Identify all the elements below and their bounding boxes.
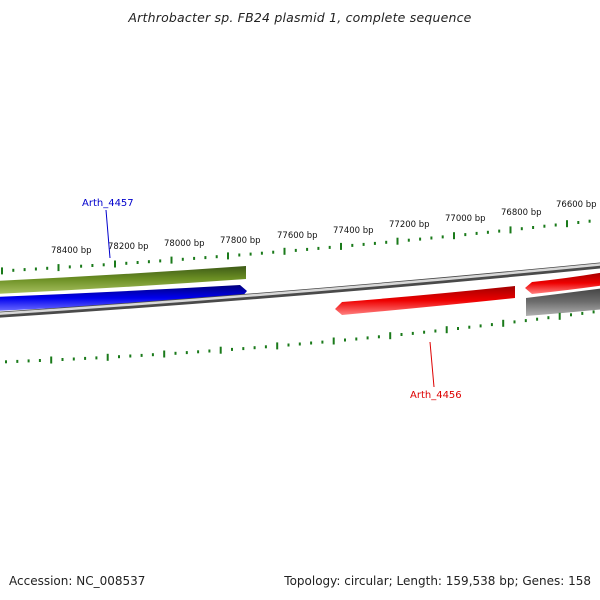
tick-label-76600: 76600 bp — [556, 200, 597, 210]
tick-label-77000: 77000 bp — [445, 214, 486, 224]
tick-label-78200: 78200 bp — [108, 242, 149, 252]
grey-feature-arrow[interactable] — [526, 288, 600, 316]
accession-text: Accession: NC_008537 — [9, 574, 146, 588]
tick-label-77400: 77400 bp — [333, 226, 374, 236]
topology-summary-text: Topology: circular; Length: 159,538 bp; … — [284, 574, 591, 588]
tick-label-78000: 78000 bp — [164, 239, 205, 249]
sequence-backbone-highlight — [0, 263, 600, 315]
green-feature-arrow[interactable] — [0, 266, 246, 294]
inner-tick-ruler — [5, 310, 595, 364]
arth-4456-leader-line — [429, 341, 435, 388]
tick-label-78400: 78400 bp — [51, 246, 92, 256]
tick-label-77600: 77600 bp — [277, 231, 318, 241]
gene-label-arth-4457: Arth_4457 — [82, 198, 134, 209]
red-feature-arrow-left[interactable] — [335, 286, 515, 315]
map-title: Arthrobacter sp. FB24 plasmid 1, complet… — [128, 10, 472, 25]
arth-4457-leader-line — [105, 209, 111, 259]
blue-feature-arrow[interactable] — [0, 285, 247, 311]
gene-label-arth-4456: Arth_4456 — [410, 390, 462, 401]
tick-labels: 78400 bp 78200 bp 78000 bp 77800 bp 7760… — [51, 200, 597, 256]
tick-label-76800: 76800 bp — [501, 208, 542, 218]
red-feature-arrow-right[interactable] — [525, 272, 600, 294]
outer-tick-ruler — [1, 219, 591, 275]
tick-label-77800: 77800 bp — [220, 236, 261, 246]
tick-label-77200: 77200 bp — [389, 220, 430, 230]
